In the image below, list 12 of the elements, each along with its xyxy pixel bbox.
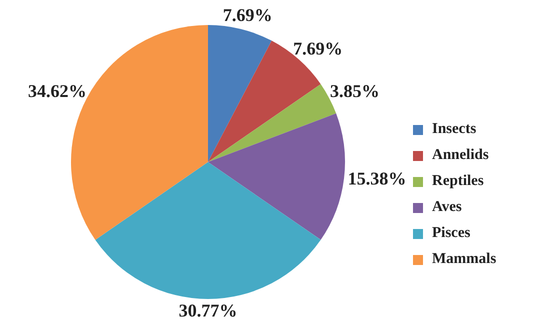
legend-label: Annelids	[432, 147, 489, 164]
data-label: 34.62%	[28, 80, 86, 101]
data-label: 7.69%	[222, 5, 272, 26]
data-label: 15.38%	[348, 168, 406, 189]
legend-label: Reptiles	[432, 173, 484, 190]
legend-label: Insects	[432, 121, 476, 138]
legend-label: Mammals	[432, 251, 496, 268]
data-label: 3.85%	[330, 80, 380, 101]
legend-label: Pisces	[432, 225, 470, 242]
data-label: 30.77%	[178, 300, 238, 321]
legend-label: Aves	[432, 199, 462, 216]
data-label: 7.69%	[293, 38, 343, 58]
